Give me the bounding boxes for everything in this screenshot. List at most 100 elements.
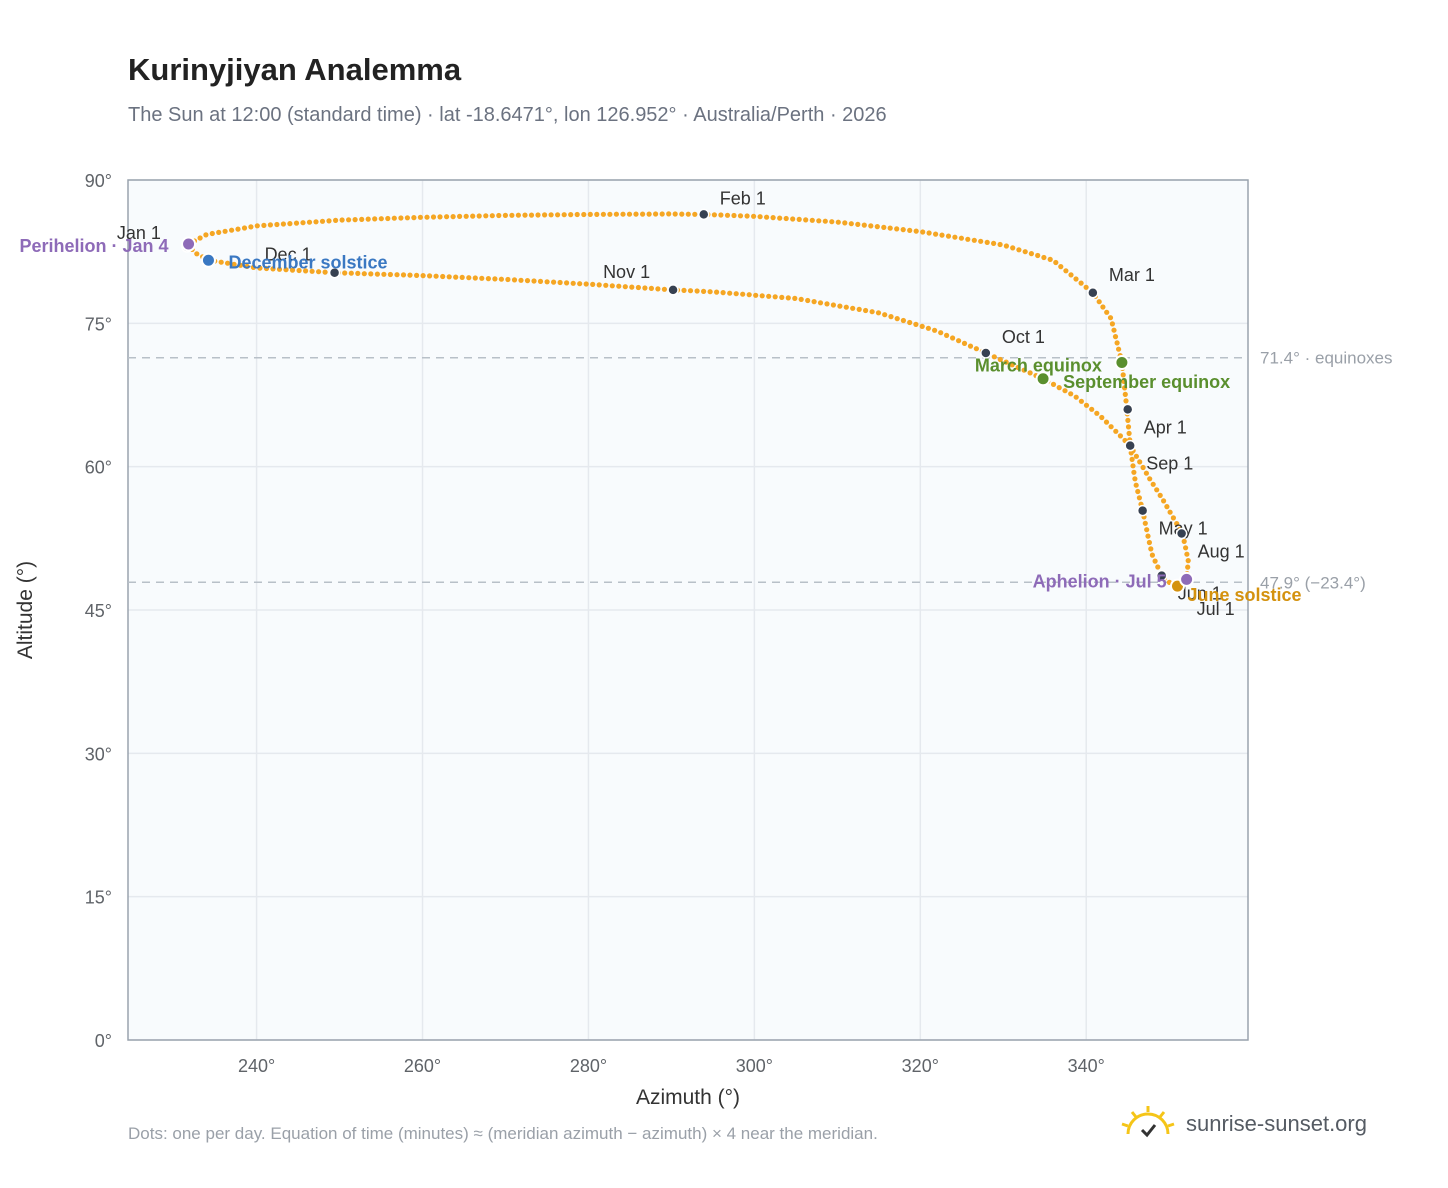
day-dot [785, 295, 791, 301]
day-dot [1021, 367, 1027, 373]
month-marker [1087, 287, 1099, 299]
day-dot [816, 218, 822, 224]
day-dot [261, 222, 267, 228]
day-dot [1121, 378, 1127, 384]
day-dot [991, 240, 997, 246]
day-dot [811, 299, 817, 305]
day-dot [555, 212, 561, 218]
day-dot [1181, 538, 1187, 545]
day-dot [457, 213, 463, 219]
day-dot [655, 286, 661, 292]
x-tick-label: 340° [1068, 1056, 1105, 1076]
day-dot [459, 274, 465, 280]
day-dot [444, 214, 450, 220]
day-dot [472, 275, 478, 281]
day-dot [764, 214, 770, 220]
month-label: Sep 1 [1146, 454, 1193, 474]
day-dot [961, 340, 968, 346]
month-label: Apr 1 [1144, 417, 1187, 437]
day-dot [293, 220, 300, 226]
day-dot [772, 294, 778, 300]
day-dot [720, 290, 726, 296]
day-dot [848, 221, 854, 227]
month-label: Jan 1 [117, 223, 161, 243]
day-dot [509, 212, 515, 218]
day-dot [1108, 424, 1114, 430]
day-dot [888, 314, 894, 320]
month-label: Oct 1 [1002, 327, 1045, 347]
day-dot [544, 279, 550, 285]
day-dot [1063, 268, 1069, 274]
day-dot [1113, 428, 1119, 434]
day-dot [874, 224, 880, 230]
day-dot [744, 213, 750, 219]
y-tick-label: 45° [85, 601, 112, 621]
day-dot [1185, 558, 1191, 564]
day-dot [659, 211, 665, 217]
day-dot [1027, 370, 1033, 376]
day-dot [248, 224, 254, 230]
day-dot [737, 213, 744, 219]
day-dot [1009, 362, 1015, 368]
day-dot [1058, 264, 1064, 270]
day-dot [479, 275, 485, 281]
day-dot [711, 212, 718, 218]
day-dot [1132, 476, 1138, 482]
day-dot [1148, 546, 1154, 552]
day-dot [1107, 315, 1114, 321]
day-dot [938, 330, 944, 336]
day-dot [894, 316, 900, 322]
day-dot [1050, 381, 1057, 387]
day-dot [1109, 321, 1115, 327]
event-label: September equinox [1063, 372, 1230, 392]
day-dot [1125, 417, 1131, 423]
day-dot [531, 278, 537, 284]
day-dot [342, 270, 348, 276]
day-dot [225, 260, 231, 266]
day-dot [792, 295, 798, 301]
x-tick-label: 320° [902, 1056, 939, 1076]
day-dot [407, 272, 413, 278]
day-dot [446, 274, 452, 280]
day-dot [707, 289, 713, 295]
month-marker [698, 208, 710, 221]
brand[interactable]: sunrise-sunset.org [1120, 1100, 1367, 1148]
day-dot [971, 237, 977, 243]
day-dot [1129, 456, 1135, 462]
day-dot [967, 343, 974, 349]
day-dot [861, 222, 867, 228]
day-dot [1015, 364, 1021, 371]
day-dot [609, 283, 615, 289]
day-dot [805, 297, 811, 304]
day-dot [1120, 372, 1126, 378]
day-dot [489, 213, 495, 219]
day-dot [437, 214, 443, 220]
day-dot [542, 212, 548, 218]
day-dot [766, 293, 772, 299]
day-dot [613, 211, 620, 217]
day-dot [498, 276, 504, 282]
day-dot [1010, 245, 1016, 251]
day-dot [622, 284, 628, 290]
day-dot [254, 223, 260, 229]
day-dot [594, 211, 600, 217]
y-tick-label: 30° [85, 744, 112, 764]
month-marker [1175, 527, 1188, 540]
day-dot [551, 279, 557, 285]
day-dot [381, 271, 387, 277]
day-dot [326, 218, 332, 224]
day-dot [783, 215, 789, 222]
day-dot [830, 302, 837, 308]
day-dot [1154, 487, 1160, 493]
day-dot [881, 224, 887, 230]
day-dot [1053, 259, 1059, 266]
day-dot [837, 303, 843, 309]
day-dot [926, 230, 932, 236]
day-dot [235, 226, 241, 232]
x-tick-label: 280° [570, 1056, 607, 1076]
day-dot [313, 219, 319, 225]
day-dot [1155, 564, 1161, 570]
month-marker [1155, 569, 1168, 582]
day-dot [574, 211, 580, 218]
y-tick-label: 0° [95, 1031, 112, 1051]
